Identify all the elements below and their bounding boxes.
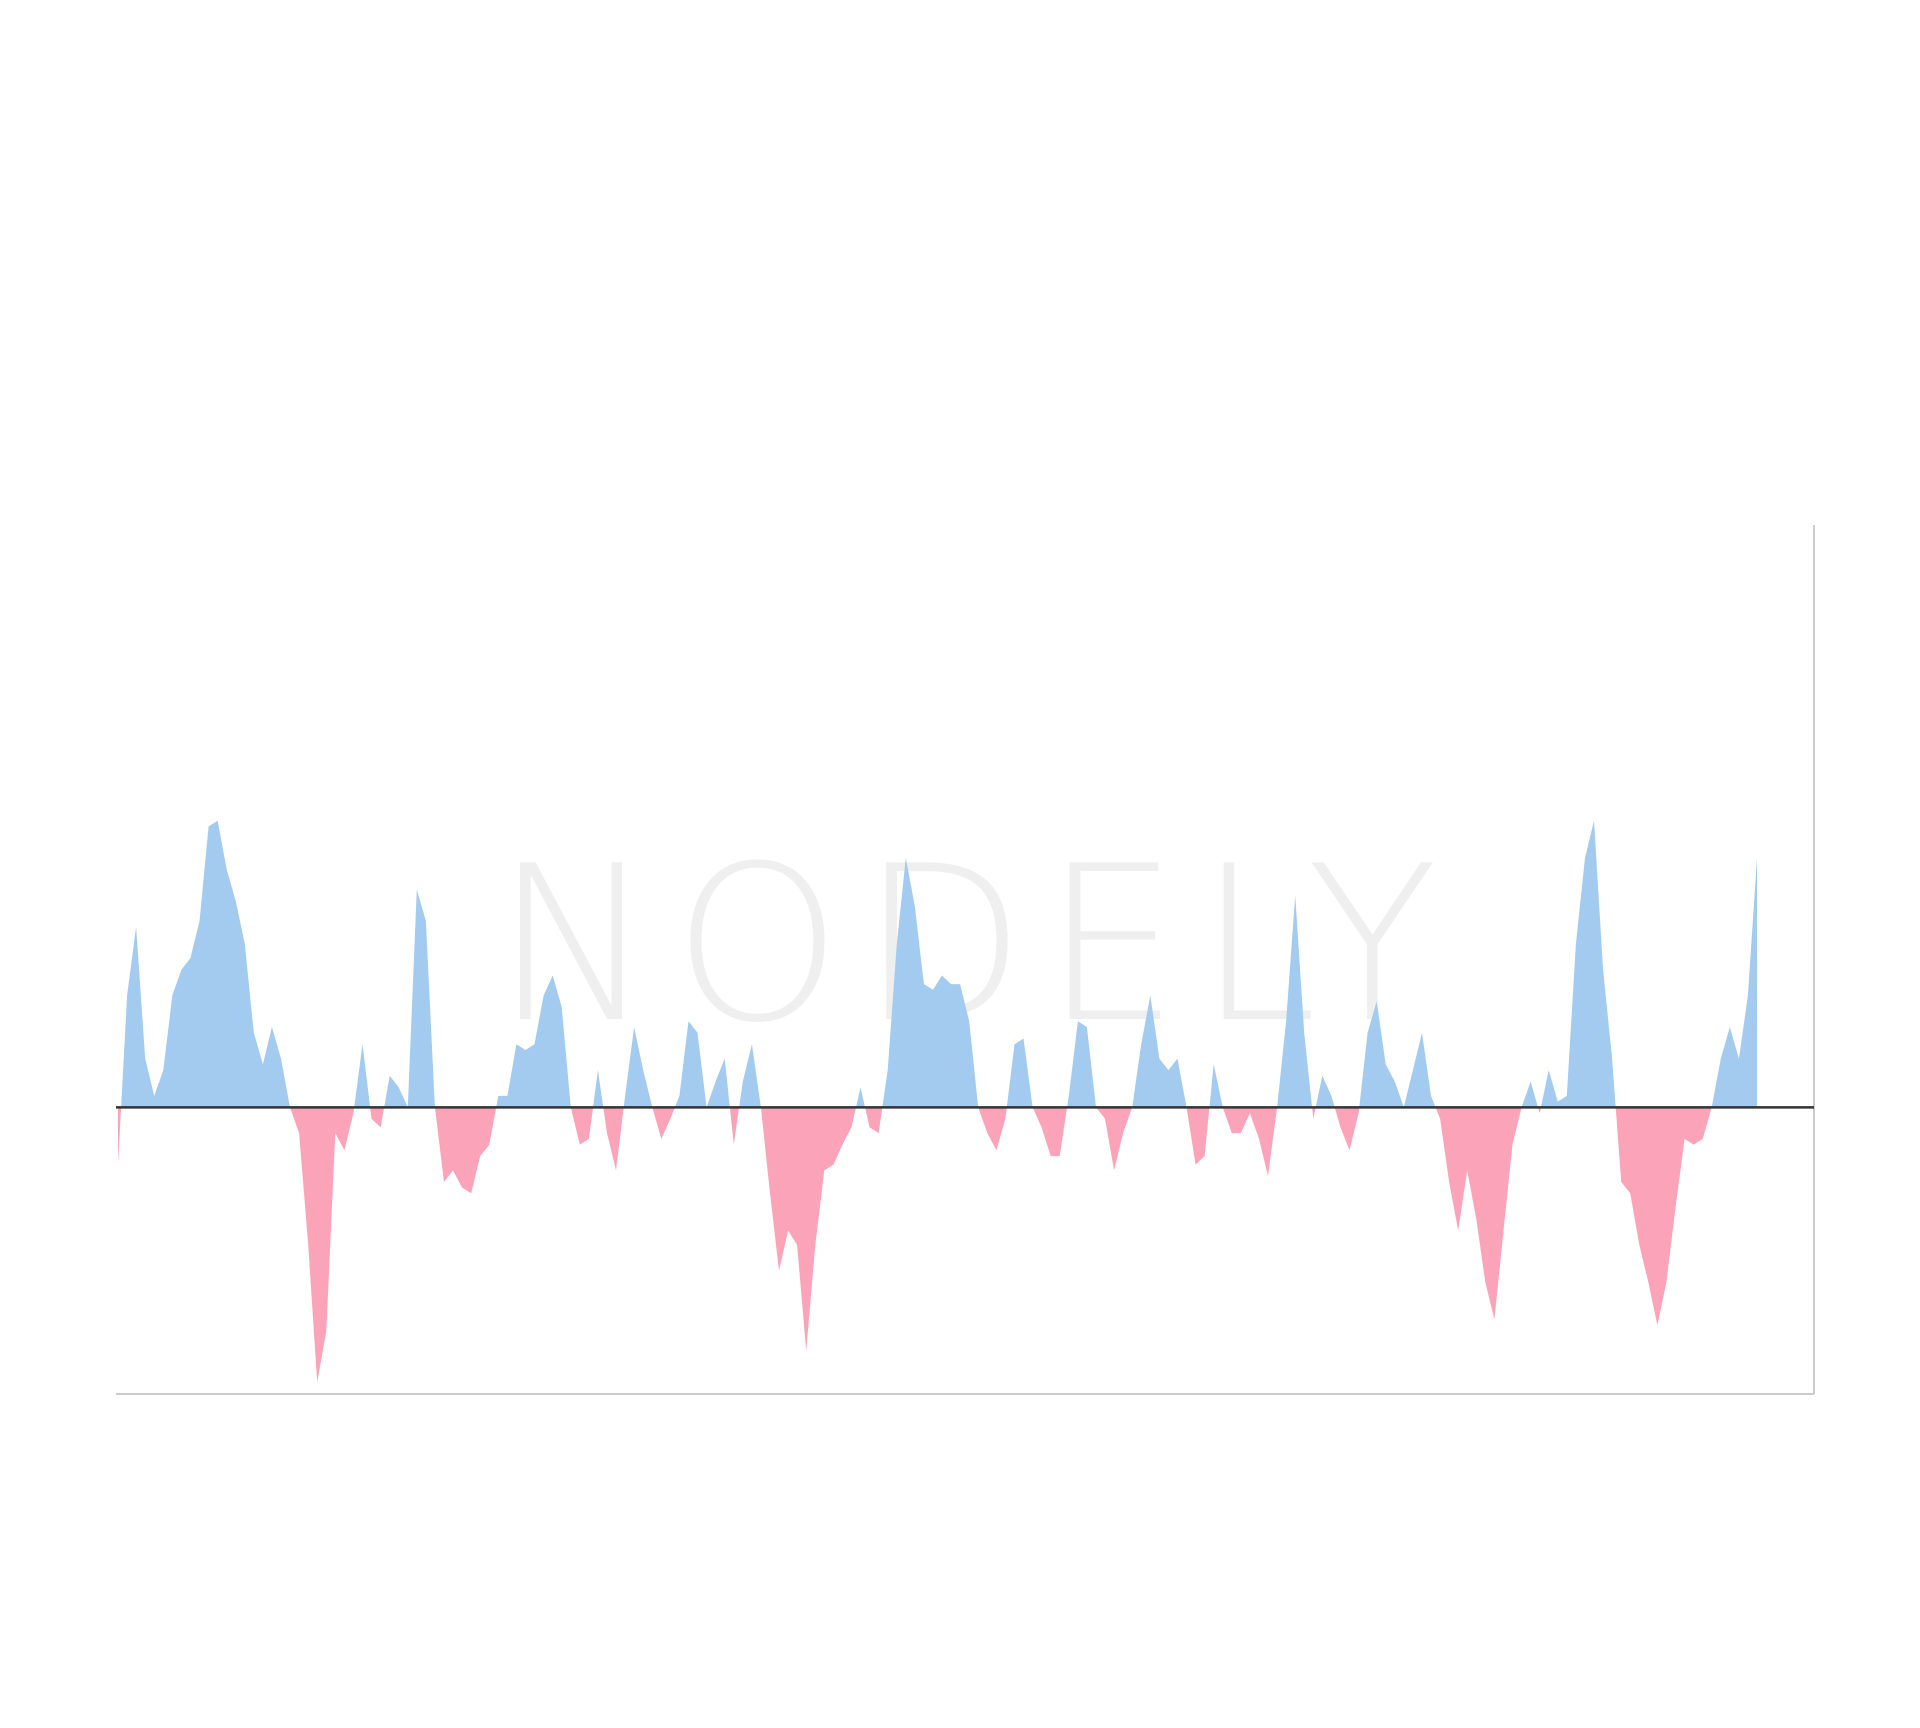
watermark: NODELY	[494, 819, 1456, 1070]
area	[118, 820, 1757, 1383]
